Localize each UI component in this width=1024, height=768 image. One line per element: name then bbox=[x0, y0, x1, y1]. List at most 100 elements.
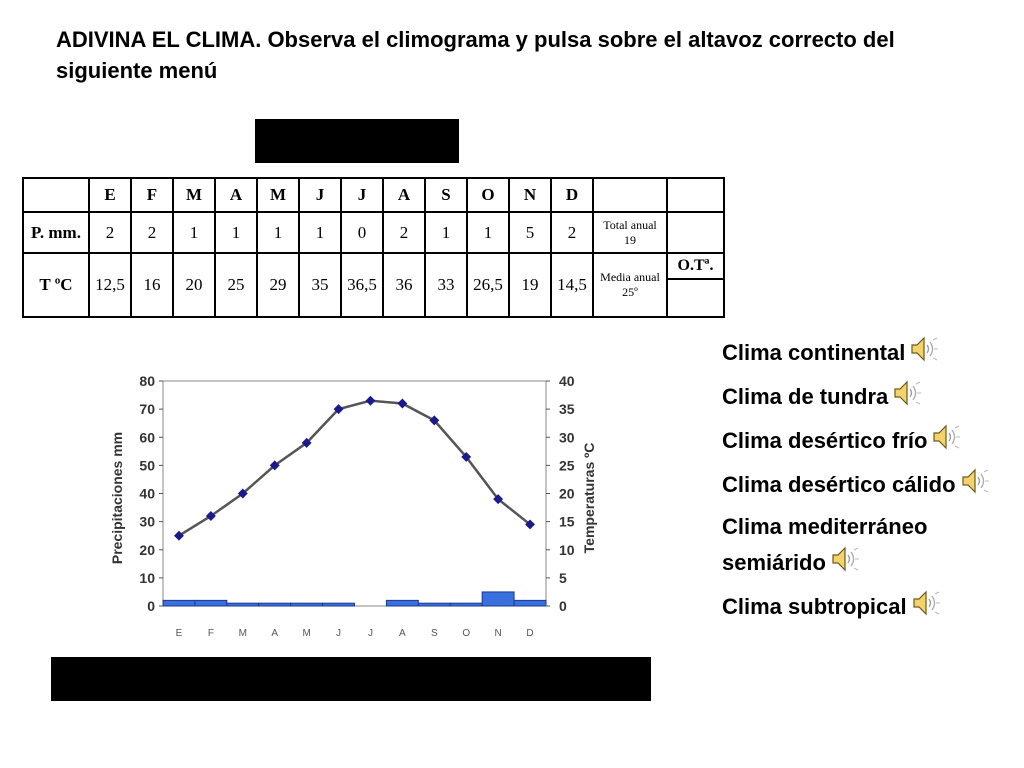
precipitation-bar bbox=[226, 602, 260, 607]
option-label: Clima mediterráneo semiárido bbox=[722, 514, 928, 575]
precip-row-label: P. mm. bbox=[22, 211, 90, 254]
option-clima-desertico-calido[interactable]: Clima desértico cálido bbox=[722, 466, 1012, 506]
left-tick-label: 30 bbox=[139, 514, 155, 530]
month-label: N bbox=[495, 628, 502, 639]
precip-cell: 1 bbox=[256, 211, 300, 254]
summary-header bbox=[592, 177, 668, 213]
ot-label: O.Tª. bbox=[668, 254, 723, 280]
precip-cell: 2 bbox=[88, 211, 132, 254]
option-label: Clima subtropical bbox=[722, 593, 907, 619]
precip-cell: 1 bbox=[298, 211, 342, 254]
ot-header bbox=[666, 177, 725, 213]
temp-cell: 25 bbox=[214, 252, 258, 318]
option-clima-continental[interactable]: Clima continental bbox=[722, 334, 1012, 374]
temp-row-label: T ºC bbox=[22, 252, 90, 318]
mean-annual-value: 25º bbox=[622, 285, 638, 299]
page-title: ADIVINA EL CLIMA. Observa el climograma … bbox=[56, 27, 895, 83]
speaker-icon[interactable] bbox=[830, 544, 860, 584]
temp-cell: 36 bbox=[382, 252, 426, 318]
option-label: Clima desértico frío bbox=[722, 427, 928, 453]
chart-frame bbox=[162, 380, 547, 607]
temp-cell: 36,5 bbox=[340, 252, 384, 318]
temp-cell: 20 bbox=[172, 252, 216, 318]
left-tick-label: 60 bbox=[139, 429, 155, 445]
month-label: M bbox=[302, 628, 310, 639]
right-tick-label: 40 bbox=[559, 373, 575, 389]
month-header: D bbox=[550, 177, 594, 213]
right-tick-label: 35 bbox=[559, 401, 575, 417]
precipitation-bar bbox=[290, 602, 324, 607]
total-annual-value: 19 bbox=[624, 232, 636, 247]
climogram-chart: 0 10 20 30 40 50 60 70 80 0 5 10 15 20 25 30 35 40 E F M A M… bbox=[109, 373, 597, 639]
left-tick-label: 20 bbox=[139, 542, 155, 558]
option-label: Clima de tundra bbox=[722, 383, 889, 409]
month-label: A bbox=[399, 628, 406, 639]
right-tick-label: 0 bbox=[559, 598, 567, 614]
left-axis-label: Precipitaciones mm bbox=[109, 432, 125, 564]
precip-cell: 2 bbox=[550, 211, 594, 254]
temp-cell: 26,5 bbox=[466, 252, 510, 318]
month-header: J bbox=[340, 177, 384, 213]
temp-cell: 12,5 bbox=[88, 252, 132, 318]
speaker-icon[interactable] bbox=[892, 378, 922, 418]
precip-cell: 1 bbox=[214, 211, 258, 254]
temperature-point bbox=[174, 530, 184, 541]
temp-cell: 16 bbox=[130, 252, 174, 318]
precip-cell: 1 bbox=[466, 211, 510, 254]
total-annual-cell: Total anual 19 bbox=[592, 211, 668, 254]
month-header: M bbox=[172, 177, 216, 213]
option-clima-tundra[interactable]: Clima de tundra bbox=[722, 378, 1012, 418]
month-label: O bbox=[462, 628, 470, 639]
option-clima-desertico-frio[interactable]: Clima desértico frío bbox=[722, 422, 1012, 462]
temperature-point bbox=[205, 511, 216, 521]
total-annual-label: Total anual bbox=[603, 217, 657, 232]
month-header: F bbox=[130, 177, 174, 213]
option-clima-mediterraneo-semiarido[interactable]: Clima mediterráneo semiárido bbox=[722, 510, 1012, 584]
left-tick-label: 40 bbox=[139, 486, 155, 502]
month-header: E bbox=[88, 177, 132, 213]
speaker-icon[interactable] bbox=[909, 334, 939, 374]
right-tick-label: 10 bbox=[559, 542, 575, 558]
month-header: S bbox=[424, 177, 468, 213]
climate-data-table: E F M A M J J A S O N D P. mm. 2 2 1 1 1… bbox=[22, 177, 725, 318]
precipitation-bar bbox=[449, 602, 483, 607]
month-label: A bbox=[271, 628, 278, 639]
month-header: M bbox=[256, 177, 300, 213]
precipitation-bar bbox=[162, 599, 196, 607]
precip-cell: 1 bbox=[424, 211, 468, 254]
month-label: J bbox=[336, 628, 341, 639]
precipitation-bar bbox=[194, 599, 228, 607]
right-tick-label: 20 bbox=[559, 486, 575, 502]
temperature-point bbox=[269, 460, 280, 471]
speaker-icon[interactable] bbox=[960, 466, 990, 506]
temp-cell: 19 bbox=[508, 252, 552, 318]
left-tick-label: 80 bbox=[139, 373, 155, 389]
temperature-point bbox=[525, 519, 535, 530]
precipitation-bar bbox=[322, 602, 355, 607]
option-clima-subtropical[interactable]: Clima subtropical bbox=[722, 588, 1012, 628]
month-label: S bbox=[431, 628, 438, 639]
precipitation-bars bbox=[162, 591, 547, 607]
month-label: D bbox=[526, 628, 533, 639]
month-header: J bbox=[298, 177, 342, 213]
temp-cell: 14,5 bbox=[550, 252, 594, 318]
speaker-icon[interactable] bbox=[931, 422, 961, 462]
right-tick-label: 5 bbox=[559, 570, 567, 586]
right-axis-label: Temperaturas ºC bbox=[581, 443, 597, 554]
ot-cell: O.Tª. bbox=[666, 252, 725, 318]
precip-cell: 5 bbox=[508, 211, 552, 254]
mean-annual-label: Media anual bbox=[600, 270, 660, 284]
right-tick-label: 30 bbox=[559, 429, 575, 445]
left-axis-ticks: 0 10 20 30 40 50 60 70 80 bbox=[139, 373, 163, 614]
left-tick-label: 0 bbox=[147, 598, 155, 614]
speaker-icon[interactable] bbox=[911, 588, 941, 628]
temp-cell: 29 bbox=[256, 252, 300, 318]
precip-cell: 2 bbox=[130, 211, 174, 254]
precipitation-bar bbox=[258, 602, 292, 607]
temp-cell: 35 bbox=[298, 252, 342, 318]
precipitation-bar bbox=[417, 602, 451, 607]
month-header: O bbox=[466, 177, 510, 213]
plot-area bbox=[162, 380, 547, 607]
precip-cell: 2 bbox=[382, 211, 426, 254]
